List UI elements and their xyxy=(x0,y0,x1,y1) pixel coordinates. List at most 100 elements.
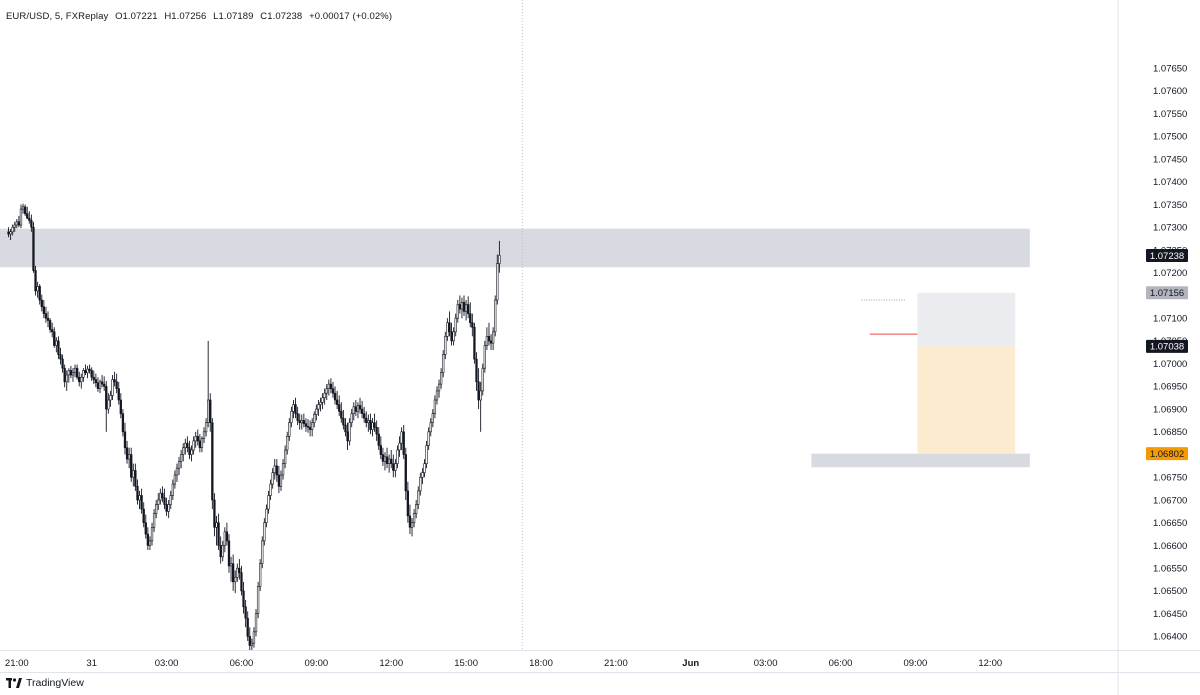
candle-body-up xyxy=(252,631,256,644)
candle-body-up xyxy=(398,442,401,451)
candle-body-up xyxy=(348,422,351,442)
candle-body-up xyxy=(433,399,437,414)
candle-body-down xyxy=(390,458,393,464)
candle-body-down xyxy=(165,504,168,512)
candle-body-down xyxy=(369,420,372,430)
candle-body-down xyxy=(358,405,362,410)
candle-body-down xyxy=(344,424,347,433)
candle-body-down xyxy=(487,336,491,342)
candle-body-down xyxy=(302,420,306,424)
candle-body-up xyxy=(325,388,328,394)
price-tick-label: 1.07300 xyxy=(1153,223,1187,234)
candle-body-down xyxy=(227,540,231,567)
candle-body-up xyxy=(21,206,25,210)
legend-high: H1.07256 xyxy=(164,11,207,22)
candle-body-down xyxy=(48,320,52,330)
candle-body-down xyxy=(381,454,385,462)
candle-body-up xyxy=(400,431,403,444)
candle-body-up xyxy=(352,406,355,414)
candle-body-down xyxy=(130,454,133,478)
candle-body-up xyxy=(321,397,324,403)
candle-body-down xyxy=(402,431,405,455)
candle-body-up xyxy=(498,255,501,264)
candle-body-down xyxy=(475,358,478,383)
candle-body-up xyxy=(261,540,264,564)
candle-body-down xyxy=(161,492,164,499)
candle-body-down xyxy=(379,445,382,455)
candle-body-down xyxy=(489,340,493,344)
zone-stop xyxy=(917,292,1016,347)
candle-body-down xyxy=(342,417,345,426)
candle-body-up xyxy=(317,404,320,410)
candle-body-down xyxy=(90,370,93,378)
candle-body-down xyxy=(462,301,466,312)
time-tick-label: 06:00 xyxy=(230,658,254,669)
candle-body-up xyxy=(423,463,426,474)
candle-body-up xyxy=(300,420,303,424)
candle-body-down xyxy=(219,545,222,558)
zone-support xyxy=(811,453,1030,468)
price-tick-label: 1.07550 xyxy=(1153,109,1187,120)
candle-body-up xyxy=(182,447,185,455)
candle-body-up xyxy=(283,449,287,464)
candle-body-down xyxy=(84,370,87,374)
candle-body-up xyxy=(221,545,224,558)
price-tick-label: 1.07000 xyxy=(1153,359,1187,370)
candle-body-up xyxy=(350,413,353,424)
candle-body-up xyxy=(442,354,445,374)
time-tick-label: 31 xyxy=(86,658,97,669)
candle-body-up xyxy=(98,381,102,389)
candle-body-down xyxy=(42,306,46,314)
candle-body-down xyxy=(136,486,139,501)
candle-body-up xyxy=(454,317,457,333)
candle-body-down xyxy=(103,383,106,387)
price-tick-label: 1.06500 xyxy=(1153,586,1187,597)
candle-body-down xyxy=(467,304,470,314)
candle-body-down xyxy=(53,331,56,346)
candle-body-down xyxy=(144,522,147,535)
candle-body-down xyxy=(46,317,50,321)
candle-body-down xyxy=(406,490,410,517)
candle-body-down xyxy=(392,463,395,471)
candle-body-up xyxy=(80,376,83,383)
candle-body-up xyxy=(15,221,18,226)
candle-body-up xyxy=(13,224,16,228)
candle-body-down xyxy=(61,358,64,369)
price-tick-label: 1.07650 xyxy=(1153,63,1187,74)
price-tick-label: 1.07500 xyxy=(1153,132,1187,143)
candle-body-up xyxy=(479,390,482,401)
price-tick-label: 1.07600 xyxy=(1153,86,1187,97)
candle-body-down xyxy=(306,426,310,428)
candle-body-up xyxy=(86,368,89,374)
candle-body-down xyxy=(75,367,79,378)
candle-body-up xyxy=(192,440,195,451)
candle-body-down xyxy=(188,447,191,455)
candle-body-down xyxy=(477,381,480,401)
candle-body-down xyxy=(277,474,281,487)
candle-body-down xyxy=(338,404,341,412)
candle-body-up xyxy=(417,490,420,505)
price-tick-label: 1.06750 xyxy=(1153,473,1187,484)
candle-body-down xyxy=(373,422,376,428)
candle-body-up xyxy=(256,586,260,614)
price-tick-label: 1.07100 xyxy=(1153,313,1187,324)
price-tag-label: 1.07238 xyxy=(1150,251,1184,262)
candle-body-up xyxy=(464,304,468,312)
price-tag-box xyxy=(1146,248,1188,262)
candle-body-down xyxy=(28,217,31,221)
zone-target xyxy=(917,346,1016,454)
candle-body-up xyxy=(410,522,414,528)
candle-body-down xyxy=(198,440,202,449)
candle-body-up xyxy=(167,504,170,512)
candle-body-down xyxy=(32,226,35,271)
candle-body-down xyxy=(335,399,339,405)
price-tick-label: 1.06600 xyxy=(1153,541,1187,552)
price-tick-label: 1.07450 xyxy=(1153,154,1187,165)
candle-body-up xyxy=(383,456,387,462)
candle-body-down xyxy=(123,431,127,449)
candle-body-up xyxy=(427,431,430,446)
candle-body-down xyxy=(469,313,472,324)
candle-body-up xyxy=(429,422,432,433)
candle-body-up xyxy=(279,474,283,487)
